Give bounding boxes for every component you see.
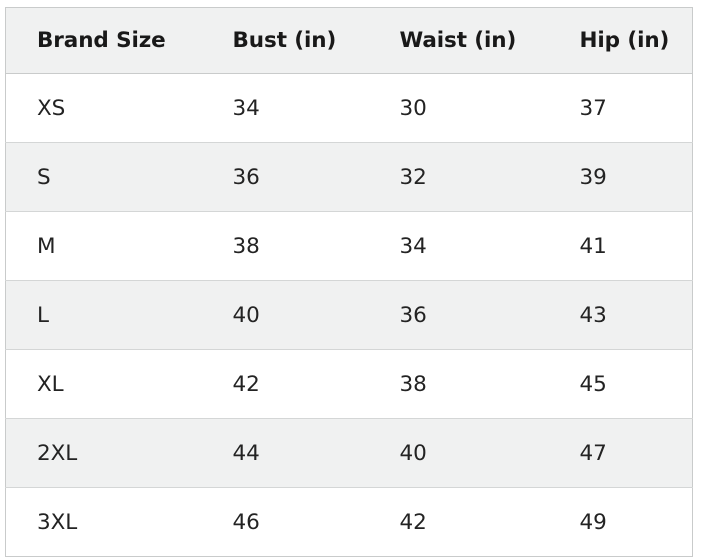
cell-brand-size: L (5, 280, 202, 350)
table-row: M 38 34 41 (5, 211, 693, 281)
table-row: XL 42 38 45 (5, 349, 693, 419)
cell-hip: 41 (548, 211, 693, 281)
cell-bust: 42 (201, 349, 369, 419)
cell-bust: 36 (201, 142, 369, 212)
column-header-bust: Bust (in) (201, 7, 369, 74)
cell-waist: 42 (399, 509, 427, 535)
column-header-hip: Hip (in) (548, 7, 693, 74)
cell-bust: 44 (201, 418, 369, 488)
table-row: S 36 32 39 (5, 142, 693, 212)
cell-waist: 30 (368, 73, 549, 143)
cell-hip: 45 (548, 349, 693, 419)
cell-bust: 34 (201, 73, 369, 143)
cell-brand-size: M (5, 211, 202, 281)
cell-waist: 34 (368, 211, 549, 281)
cell-hip: 47 (548, 418, 693, 488)
cell-hip: 39 (548, 142, 693, 212)
cell-brand-size: 3XL (37, 509, 78, 535)
column-header-waist: Waist (in) (368, 7, 549, 74)
size-chart-container: Brand Size Bust (in) Waist (in) Hip (in)… (5, 7, 693, 557)
cell-brand-size: XS (5, 73, 202, 143)
table-row: 3XL 46 42 49 (5, 487, 693, 557)
size-chart-table: Brand Size Bust (in) Waist (in) Hip (in)… (5, 7, 693, 557)
cell-waist: 32 (368, 142, 549, 212)
table-row: L 40 36 43 (5, 280, 693, 350)
cell-bust: 46 (232, 509, 260, 535)
column-header-brand-size: Brand Size (5, 7, 202, 74)
table-row: XS 34 30 37 (5, 73, 693, 143)
table-body: XS 34 30 37 S 36 32 39 M 38 34 41 L 40 3… (5, 73, 693, 557)
cell-hip: 49 (579, 509, 607, 535)
cell-brand-size: XL (5, 349, 202, 419)
cell-waist: 38 (368, 349, 549, 419)
cell-waist: 40 (368, 418, 549, 488)
table-row: 2XL 44 40 47 (5, 418, 693, 488)
cell-hip: 37 (548, 73, 693, 143)
cell-bust: 40 (201, 280, 369, 350)
cell-waist: 36 (368, 280, 549, 350)
cell-bust: 38 (201, 211, 369, 281)
table-header-row: Brand Size Bust (in) Waist (in) Hip (in) (5, 7, 693, 74)
table-header: Brand Size Bust (in) Waist (in) Hip (in) (5, 7, 693, 74)
cell-brand-size: S (5, 142, 202, 212)
cell-hip: 43 (548, 280, 693, 350)
cell-brand-size: 2XL (5, 418, 202, 488)
